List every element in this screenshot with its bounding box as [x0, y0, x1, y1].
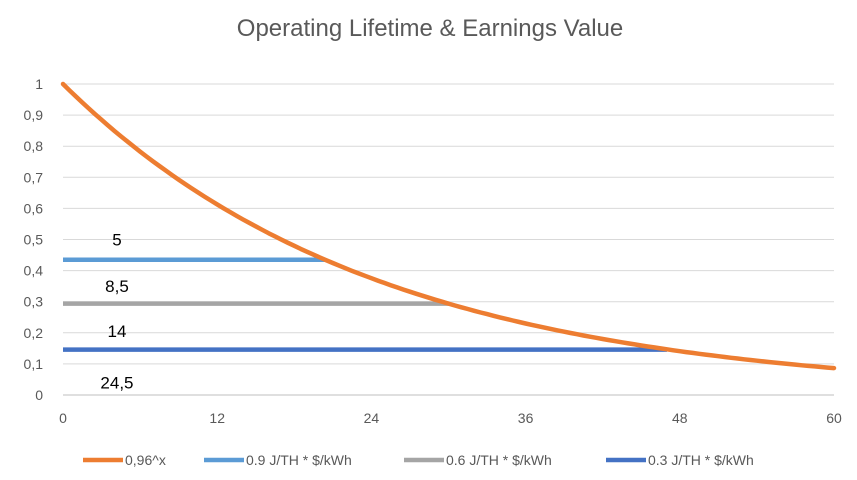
y-tick-label: 0,8: [24, 138, 44, 154]
series-lines: [60, 81, 837, 371]
x-tick-label: 60: [826, 410, 842, 426]
y-tick-label: 0,4: [24, 263, 44, 279]
annotation-label: 14: [108, 322, 127, 341]
x-axis-tick-labels: 0 12 24 36 48 60: [59, 410, 842, 426]
y-tick-label: 0,1: [24, 356, 44, 372]
x-tick-label: 24: [364, 410, 380, 426]
y-tick-label: 0,2: [24, 325, 44, 341]
legend-item: 0.9 J/TH * $/kWh: [204, 452, 352, 468]
legend-label: 0.9 J/TH * $/kWh: [246, 452, 352, 468]
y-tick-label: 0,7: [24, 169, 44, 185]
y-tick-label: 1: [35, 76, 43, 92]
series-line-1: [60, 81, 837, 371]
annotation-label: 5: [112, 231, 121, 250]
annotations: 5 8,5 14 24,5: [100, 231, 133, 393]
x-tick-label: 0: [59, 410, 67, 426]
y-tick-label: 0,9: [24, 107, 44, 123]
y-tick-label: 0: [35, 387, 43, 403]
annotation-label: 24,5: [100, 374, 133, 393]
chart-title: Operating Lifetime & Earnings Value: [237, 15, 623, 42]
x-tick-label: 48: [672, 410, 688, 426]
legend-item: 0.3 J/TH * $/kWh: [606, 452, 754, 468]
legend-label: 0.3 J/TH * $/kWh: [648, 452, 754, 468]
gridlines: [63, 83, 834, 396]
legend: 0,96^x 0.9 J/TH * $/kWh 0.6 J/TH * $/kWh 0.…: [83, 452, 754, 468]
y-axis-tick-labels: 0 0,1 0,2 0,3 0,4 0,5 0,6 0,7 0,8 0,9 1: [24, 76, 44, 403]
legend-item: 0.6 J/TH * $/kWh: [404, 452, 552, 468]
legend-item: 0,96^x: [83, 452, 166, 468]
y-tick-label: 0,3: [24, 294, 44, 310]
x-tick-label: 36: [518, 410, 534, 426]
y-tick-label: 0,5: [24, 232, 44, 248]
legend-label: 0,96^x: [125, 452, 166, 468]
x-tick-label: 12: [209, 410, 225, 426]
legend-label: 0.6 J/TH * $/kWh: [446, 452, 552, 468]
y-tick-label: 0,6: [24, 200, 44, 216]
annotation-label: 8,5: [105, 277, 129, 296]
